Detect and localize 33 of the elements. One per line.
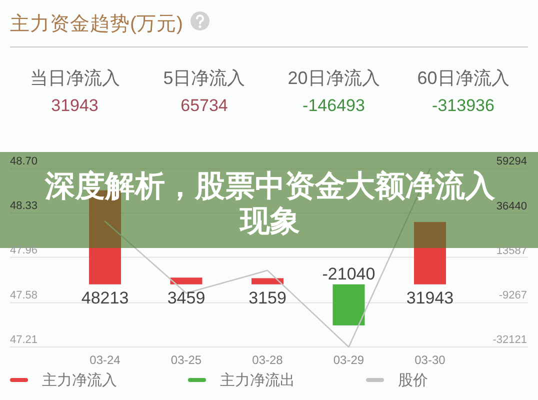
data-label: 48213: [81, 288, 129, 308]
data-label: -146493: [302, 96, 365, 115]
legend-label: 主力净流出: [220, 372, 295, 389]
legend-label: 股价: [398, 372, 428, 389]
y-tick-label: 47.21: [10, 334, 38, 346]
data-label: 65734: [180, 96, 228, 115]
x-tick-label: 03-25: [170, 353, 202, 367]
x-tick-label: 03-29: [333, 353, 364, 367]
text: 主力资金趋势(万元): [10, 12, 183, 35]
data-label: 31943: [406, 288, 454, 308]
y2-tick-label: 36440: [496, 200, 527, 212]
x-tick-label: 03-30: [414, 353, 446, 367]
x-tick-label: 03-28: [252, 353, 284, 367]
y-tick-label: 48.33: [10, 200, 38, 212]
annotation: 深度解析，股票中资金大额净流入现象: [44, 169, 496, 238]
y2-tick-label: -9267: [498, 289, 527, 302]
data-label: -21040: [322, 264, 376, 284]
x-tick-label: 03-24: [90, 353, 121, 367]
category-label: 60日净流入: [417, 68, 510, 88]
legend-label: 主力净流入: [42, 372, 117, 389]
y-tick-label: 47.58: [10, 290, 38, 302]
y-tick-label: 47.96: [10, 244, 38, 256]
data-label: 31943: [51, 96, 98, 115]
category-label: 当日净流入: [30, 68, 120, 88]
data-label: -313936: [432, 96, 494, 115]
data-label: 3459: [167, 288, 206, 308]
y2-tick-label: -32121: [492, 334, 527, 346]
category-label: 5日净流入: [163, 68, 246, 88]
y-tick-label: 48.70: [10, 156, 38, 168]
y2-tick-label: 59294: [496, 156, 527, 168]
category-label: 20日净流入: [288, 68, 380, 88]
y2-tick-label: 13587: [496, 244, 527, 257]
data-label: 3159: [248, 288, 286, 308]
